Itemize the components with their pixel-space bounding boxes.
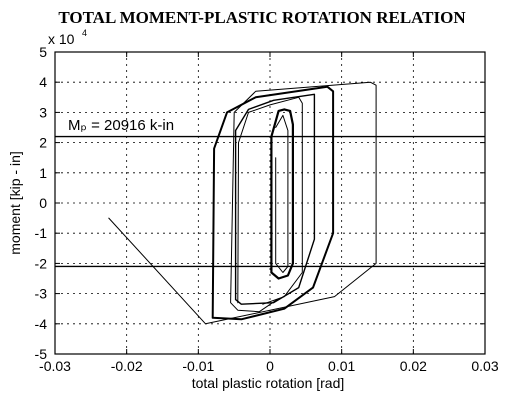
x-tick-label: 0.01 <box>328 358 355 374</box>
x-tick-labels: -0.03 -0.02 -0.01 0 0.01 0.02 0.03 <box>39 358 499 374</box>
y-tick-label: 2 <box>39 135 47 151</box>
hysteresis-loop-3 <box>234 93 316 305</box>
axis-ticks <box>54 51 486 355</box>
x-tick-label: -0.03 <box>39 358 71 374</box>
hysteresis-curves <box>108 81 377 325</box>
y-tick-label: -1 <box>35 225 48 241</box>
y-axis-multiplier: x 10 <box>48 31 75 47</box>
y-tick-label: 3 <box>39 104 47 120</box>
y-tick-label: -2 <box>35 255 48 271</box>
hysteresis-loop-4 <box>237 96 303 305</box>
y-tick-label: 1 <box>39 165 47 181</box>
hysteresis-loop-5 <box>270 108 294 280</box>
y-tick-label: 4 <box>39 74 47 90</box>
y-axis-label: moment [kip - in] <box>7 151 23 254</box>
chart-title: TOTAL MOMENT-PLASTIC ROTATION RELATION <box>58 8 466 27</box>
y-axis-multiplier-exponent: 4 <box>82 28 87 38</box>
y-tick-label: -5 <box>35 346 48 362</box>
x-tick-label: -0.02 <box>111 358 143 374</box>
hysteresis-loop-1 <box>108 81 377 325</box>
y-tick-label: 5 <box>39 44 47 60</box>
plastic-moment-lines <box>55 135 485 268</box>
hysteresis-loop-6 <box>275 114 289 273</box>
y-tick-label: -4 <box>35 316 48 332</box>
x-axis-label: total plastic rotation [rad] <box>192 375 345 391</box>
x-tick-label: 0.03 <box>471 358 498 374</box>
plastic-moment-annotation: Mₚ = 20916 k-in <box>68 117 174 134</box>
x-tick-label: 0.02 <box>400 358 427 374</box>
y-tick-label: -3 <box>35 286 48 302</box>
hysteresis-loop-2 <box>211 85 335 321</box>
y-tick-label: 0 <box>39 195 47 211</box>
grid-lines <box>55 52 485 354</box>
x-tick-label: -0.01 <box>182 358 214 374</box>
y-tick-labels: -5 -4 -3 -2 -1 0 1 2 3 4 5 <box>35 44 48 362</box>
x-tick-label: 0 <box>266 358 274 374</box>
